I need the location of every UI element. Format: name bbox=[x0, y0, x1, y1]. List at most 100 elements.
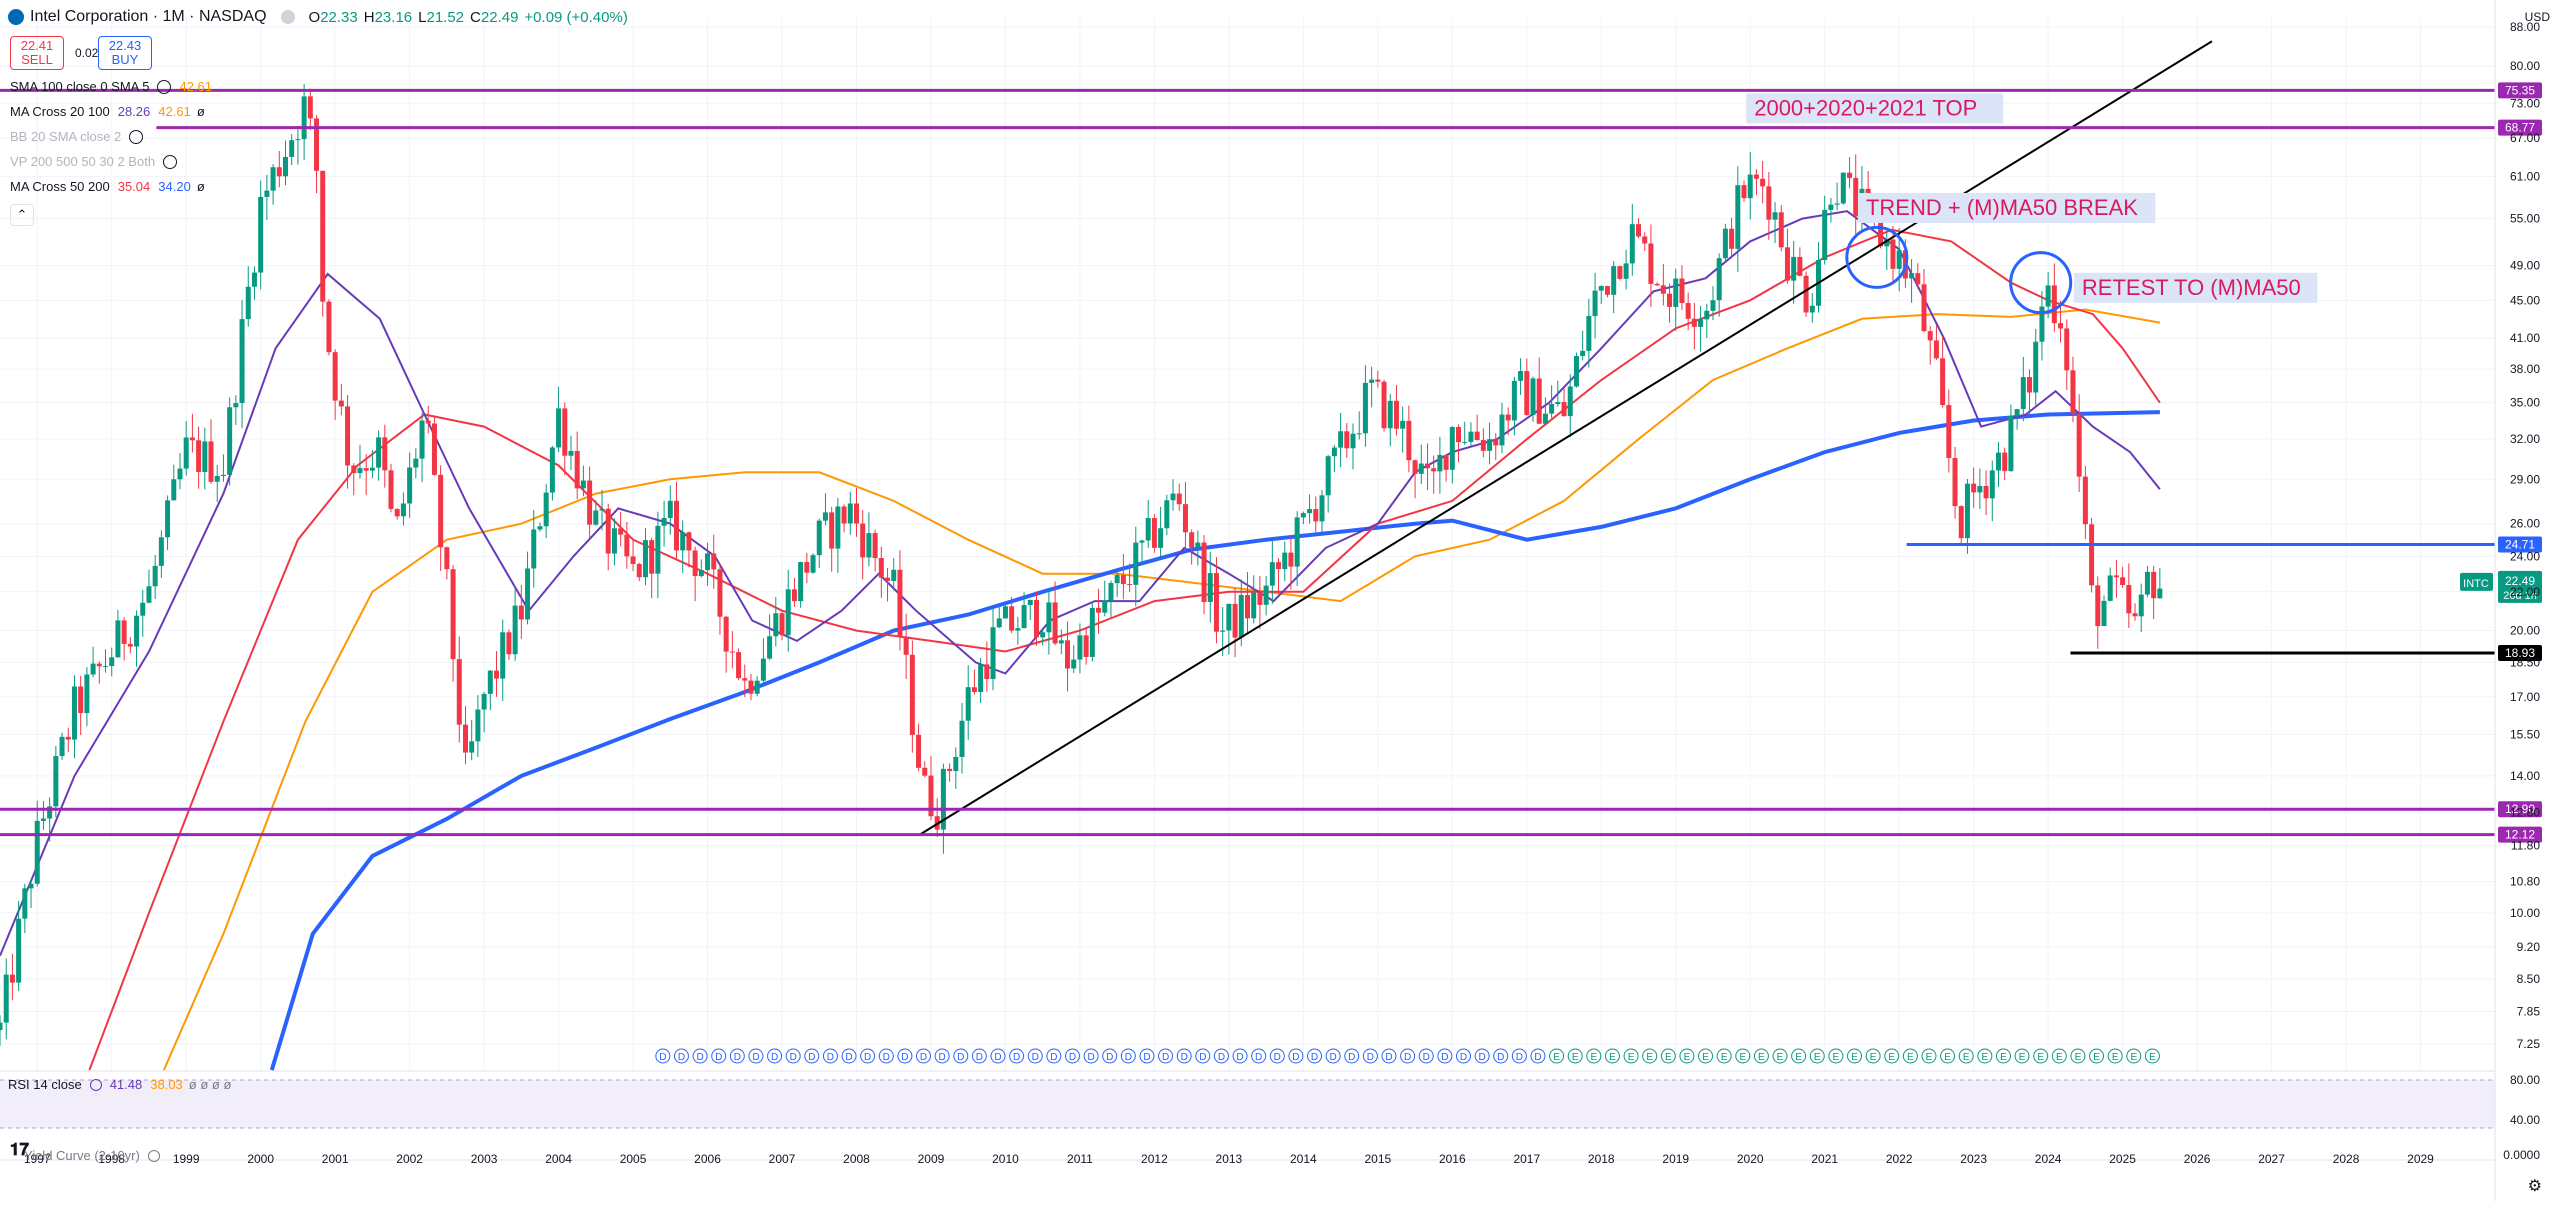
candle-body bbox=[1282, 552, 1288, 570]
visibility-off-icon[interactable]: ø bbox=[196, 104, 205, 119]
event-letter: E bbox=[1646, 1052, 1653, 1063]
event-marker bbox=[1344, 1048, 1360, 1064]
low-value: 21.52 bbox=[426, 8, 465, 26]
event-marker bbox=[878, 1048, 894, 1064]
indicator-label: BB 20 SMA close 2 bbox=[10, 129, 122, 144]
event-letter: E bbox=[1963, 1052, 1970, 1063]
candle-body bbox=[2089, 524, 2095, 586]
eye-icon[interactable] bbox=[147, 1149, 160, 1162]
candle-body bbox=[2113, 575, 2119, 578]
candle-body bbox=[674, 500, 680, 551]
candle-body bbox=[1667, 293, 1673, 307]
buy-button[interactable]: 22.43 BUY bbox=[98, 36, 152, 70]
event-marker bbox=[916, 1048, 932, 1064]
candle-body bbox=[624, 534, 630, 557]
event-marker bbox=[1381, 1048, 1397, 1064]
candle-body bbox=[1480, 440, 1486, 451]
eye-icon[interactable] bbox=[163, 154, 178, 169]
candle-body bbox=[2039, 306, 2045, 342]
candle-body bbox=[1760, 178, 1766, 187]
candle-body bbox=[2064, 328, 2070, 371]
candle-body bbox=[1133, 542, 1139, 585]
candle-body bbox=[1071, 659, 1077, 669]
candle-body bbox=[1393, 400, 1399, 429]
gear-icon[interactable]: ⚙ bbox=[2527, 1178, 2542, 1195]
event-letter: D bbox=[1385, 1052, 1392, 1063]
indicator-ma-cross-50-200[interactable]: MA Cross 50 200 35.04 34.20 ø bbox=[10, 179, 205, 194]
tradingview-logo-icon[interactable]: 𝟏𝟕 bbox=[10, 1140, 29, 1159]
event-letter: D bbox=[1032, 1052, 1039, 1063]
sell-button[interactable]: 22.41 SELL bbox=[10, 36, 64, 70]
candle-body bbox=[2132, 613, 2138, 617]
event-letter: D bbox=[939, 1052, 946, 1063]
rsi-tick: 0.0000 bbox=[2503, 1148, 2540, 1162]
symbol-title[interactable]: Intel Corporation · 1M · NASDAQ bbox=[30, 8, 267, 25]
annotation-bg bbox=[1857, 192, 2156, 223]
visibility-off-icon[interactable]: ø ø ø ø bbox=[188, 1077, 232, 1092]
rsi-band bbox=[0, 1080, 2495, 1128]
price-axis[interactable]: 88.00 80.00 73.00 67.00 61.00 55.00 49.00 45.00… bbox=[2494, 0, 2540, 1201]
candle-body bbox=[953, 756, 959, 772]
candle-body bbox=[705, 553, 711, 571]
time-tick: 2011 bbox=[1067, 1152, 1093, 1166]
level-label: 68.77 bbox=[2505, 121, 2535, 135]
candle-body bbox=[1518, 371, 1524, 381]
indicator-vp[interactable]: VP 200 500 50 30 2 Both bbox=[10, 154, 178, 169]
visibility-off-icon[interactable]: ø bbox=[196, 179, 205, 194]
event-letter: E bbox=[1851, 1052, 1858, 1063]
event-marker bbox=[1660, 1048, 1676, 1064]
candle-body bbox=[1245, 595, 1250, 619]
time-tick: 2029 bbox=[2407, 1152, 2434, 1166]
candle-body bbox=[1176, 493, 1182, 505]
event-marker bbox=[1195, 1048, 1211, 1064]
time-tick: 2026 bbox=[2184, 1152, 2211, 1166]
time-tick: 1999 bbox=[173, 1152, 200, 1166]
event-marker bbox=[729, 1048, 745, 1064]
price-tick: 26.00 bbox=[2510, 517, 2540, 531]
candle-body bbox=[847, 503, 853, 524]
candle-body bbox=[1940, 358, 1946, 406]
time-tick: 2012 bbox=[1141, 1152, 1168, 1166]
candle-body bbox=[214, 475, 220, 482]
eye-icon[interactable] bbox=[89, 1078, 102, 1091]
candle-body bbox=[2045, 285, 2051, 307]
indicator-ma-cross-20-100[interactable]: MA Cross 20 100 28.26 42.61 ø bbox=[10, 104, 205, 119]
price-tick: 18.50 bbox=[2510, 655, 2540, 669]
event-marker bbox=[1064, 1048, 1080, 1064]
candle-body bbox=[2157, 588, 2163, 599]
rsi-legend[interactable]: RSI 14 close 41.48 38.03 ø ø ø ø bbox=[8, 1077, 231, 1092]
indicator-bb[interactable]: BB 20 SMA close 2 bbox=[10, 129, 144, 144]
eye-icon[interactable] bbox=[129, 129, 144, 144]
event-letter: E bbox=[1702, 1052, 1709, 1063]
currency-label[interactable]: USD bbox=[2524, 10, 2550, 24]
candle-body bbox=[196, 440, 202, 472]
candle-body bbox=[922, 767, 928, 776]
candle-body bbox=[270, 167, 276, 191]
candle-body bbox=[785, 589, 791, 636]
indicator-sma100[interactable]: SMA 100 close 0 SMA 5 42.61 bbox=[10, 79, 212, 94]
event-marker bbox=[1642, 1048, 1658, 1064]
time-tick: 2019 bbox=[1662, 1152, 1689, 1166]
candle-body bbox=[1052, 602, 1058, 644]
symbol-header[interactable]: Intel Corporation · 1M · NASDAQ O 22.33 H… bbox=[8, 8, 628, 26]
candle-body bbox=[1406, 420, 1412, 461]
event-letter: E bbox=[2000, 1052, 2007, 1063]
event-letter: E bbox=[1721, 1052, 1728, 1063]
candle-body bbox=[177, 468, 183, 480]
event-letter: D bbox=[1162, 1052, 1169, 1063]
candle-body bbox=[984, 664, 990, 680]
open-value: 22.33 bbox=[320, 8, 358, 26]
chevron-up-icon[interactable]: ⌃ bbox=[10, 204, 34, 226]
event-marker bbox=[673, 1048, 689, 1064]
event-letter: D bbox=[752, 1052, 759, 1063]
yield-curve-legend[interactable]: Yield Curve (2-10yr) bbox=[24, 1148, 160, 1163]
time-axis[interactable]: 1997 1998 1999 2000 2001 2002 2003 2004 2005 2006… bbox=[24, 1152, 2434, 1166]
candle-body bbox=[71, 686, 77, 740]
buy-price: 22.43 bbox=[108, 38, 142, 53]
annotations: 2000+2020+2021 TOP TREND + (M)MA50 BREAK R… bbox=[1746, 93, 2318, 315]
event-letter: E bbox=[1739, 1052, 1746, 1063]
event-letter: E bbox=[2037, 1052, 2044, 1063]
eye-icon[interactable] bbox=[157, 79, 172, 94]
